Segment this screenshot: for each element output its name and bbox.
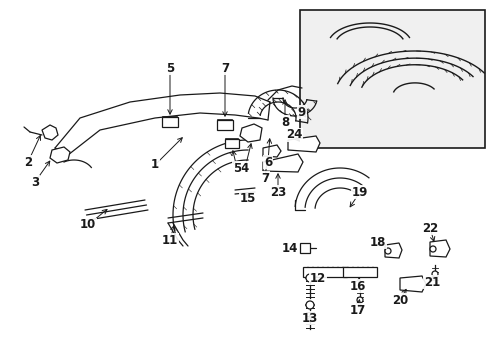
Text: 8: 8 xyxy=(280,116,288,129)
Circle shape xyxy=(356,297,362,303)
Text: 15: 15 xyxy=(239,192,256,204)
Polygon shape xyxy=(384,243,401,258)
Polygon shape xyxy=(287,136,319,152)
Text: 14: 14 xyxy=(281,242,298,255)
Circle shape xyxy=(429,246,435,252)
Text: 2: 2 xyxy=(24,156,32,168)
Text: 19: 19 xyxy=(351,185,367,198)
Text: 9: 9 xyxy=(297,105,305,118)
Polygon shape xyxy=(399,276,425,292)
Text: 17: 17 xyxy=(349,303,366,316)
Text: 6: 6 xyxy=(264,156,271,168)
Bar xyxy=(224,139,239,148)
Text: 5: 5 xyxy=(165,62,174,75)
Text: 24: 24 xyxy=(285,129,302,141)
Text: 13: 13 xyxy=(301,311,318,324)
Bar xyxy=(217,120,232,130)
Text: 21: 21 xyxy=(423,275,439,288)
Text: 11: 11 xyxy=(162,234,178,247)
Polygon shape xyxy=(263,145,281,157)
Text: 12: 12 xyxy=(309,271,325,284)
Polygon shape xyxy=(429,240,449,257)
Circle shape xyxy=(431,271,437,277)
Polygon shape xyxy=(342,267,376,277)
Text: 23: 23 xyxy=(269,185,285,198)
Text: 10: 10 xyxy=(80,219,96,231)
Text: 22: 22 xyxy=(421,221,437,234)
Polygon shape xyxy=(263,154,303,172)
Circle shape xyxy=(305,301,313,309)
Bar xyxy=(299,10,484,148)
Text: 20: 20 xyxy=(391,293,407,306)
Polygon shape xyxy=(50,147,70,163)
Bar xyxy=(162,117,178,127)
Text: 4: 4 xyxy=(241,162,248,175)
Text: 16: 16 xyxy=(349,279,366,292)
Text: 7: 7 xyxy=(221,62,228,75)
Polygon shape xyxy=(303,267,346,277)
Polygon shape xyxy=(299,243,309,253)
Circle shape xyxy=(384,248,390,254)
Text: 7: 7 xyxy=(261,171,268,184)
Text: 3: 3 xyxy=(31,175,39,189)
Text: 5: 5 xyxy=(232,162,241,175)
Polygon shape xyxy=(240,124,262,142)
Text: 18: 18 xyxy=(369,235,386,248)
Text: 1: 1 xyxy=(151,158,159,171)
Circle shape xyxy=(305,274,313,282)
Polygon shape xyxy=(42,125,58,140)
